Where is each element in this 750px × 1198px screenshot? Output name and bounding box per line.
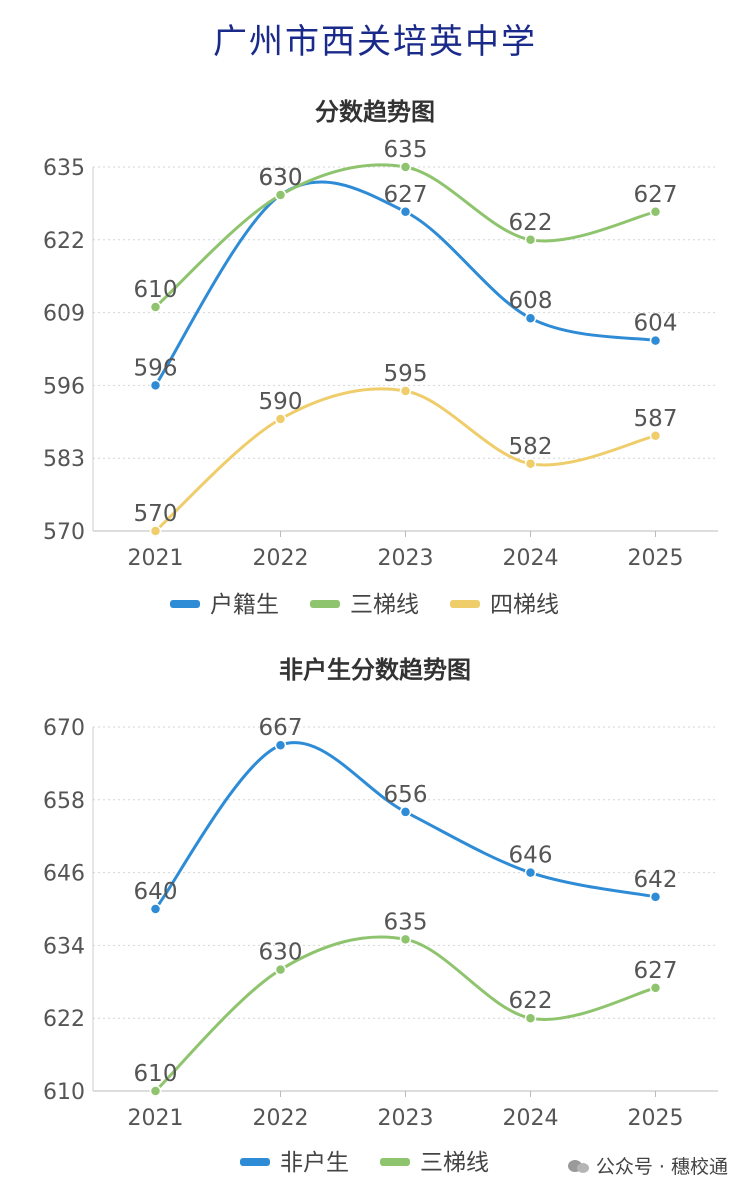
- x-tick-label: 2025: [628, 1106, 684, 1131]
- data-label: 642: [634, 867, 678, 893]
- legend-swatch: [170, 600, 200, 608]
- data-label: 630: [259, 165, 303, 191]
- data-label: 627: [634, 958, 678, 984]
- data-label: 596: [134, 355, 178, 381]
- y-tick-label: 610: [43, 1080, 85, 1105]
- y-tick-label: 622: [43, 1007, 85, 1032]
- y-tick-label: 646: [43, 862, 85, 887]
- data-label: 587: [634, 406, 678, 432]
- x-tick-label: 2022: [253, 1106, 309, 1131]
- data-point: [649, 206, 662, 218]
- legend-swatch: [380, 1158, 410, 1166]
- page-title: 广州市西关培英中学: [213, 22, 537, 62]
- data-point: [399, 385, 412, 397]
- data-label: 595: [384, 361, 428, 387]
- data-point: [274, 739, 287, 751]
- legend-swatch: [240, 1158, 270, 1166]
- y-tick-label: 622: [43, 229, 85, 254]
- data-point: [524, 1012, 537, 1024]
- data-point: [274, 963, 287, 976]
- data-point: [649, 982, 662, 994]
- data-label: 640: [134, 879, 178, 905]
- data-label: 656: [384, 782, 428, 808]
- series-line: [154, 387, 656, 533]
- x-tick-label: 2021: [128, 546, 184, 571]
- data-point: [524, 312, 537, 324]
- data-point: [649, 334, 662, 347]
- wechat-icon: [567, 1157, 590, 1175]
- data-label: 630: [259, 165, 303, 191]
- data-point: [524, 458, 537, 470]
- data-point: [649, 430, 662, 442]
- data-point: [399, 806, 412, 818]
- data-label: 627: [384, 182, 428, 208]
- data-label: 627: [634, 182, 678, 208]
- score-trend-chart: 分数趋势图 570 583 596 609 622 635 2021 2022 2023 2024 2…: [43, 98, 718, 618]
- chart-title: 非户生分数趋势图: [279, 656, 471, 684]
- data-label: 570: [134, 501, 178, 527]
- data-point: [149, 903, 162, 915]
- x-tick-label: 2022: [253, 546, 309, 571]
- series-line: [154, 741, 656, 910]
- data-point: [399, 161, 412, 173]
- data-point: [524, 234, 537, 246]
- chart-title: 分数趋势图: [315, 98, 435, 126]
- data-label: 635: [384, 909, 428, 935]
- non-local-score-trend-chart: 非户生分数趋势图 610 622 634 646 658 670 2021 2022 2023 20…: [43, 656, 718, 1176]
- data-label: 635: [384, 137, 428, 163]
- y-tick-label: 635: [43, 156, 85, 181]
- x-tick-label: 2024: [503, 546, 559, 571]
- data-label: 622: [509, 210, 553, 236]
- data-label: 630: [259, 940, 303, 966]
- data-point: [149, 379, 162, 392]
- x-tick-label: 2024: [503, 1106, 559, 1131]
- watermark: 公众号 · 穗校通: [567, 1152, 728, 1179]
- data-label: 667: [259, 715, 303, 741]
- data-point: [149, 1085, 162, 1097]
- x-tick-label: 2023: [378, 1106, 434, 1131]
- data-label: 610: [134, 1061, 178, 1087]
- watermark-text: 公众号 · 穗校通: [595, 1156, 728, 1178]
- legend-label: 户籍生: [210, 592, 279, 618]
- data-label: 604: [634, 311, 678, 337]
- y-tick-label: 609: [43, 302, 85, 327]
- data-label: 646: [509, 843, 553, 869]
- series-line: [154, 935, 656, 1093]
- x-tick-label: 2023: [378, 546, 434, 571]
- y-tick-label: 658: [43, 789, 85, 814]
- legend-label: 非户生: [280, 1150, 349, 1176]
- data-point: [524, 866, 537, 879]
- data-label: 608: [509, 288, 553, 314]
- y-tick-label: 634: [43, 934, 85, 959]
- x-tick-label: 2025: [628, 546, 684, 571]
- y-tick-label: 583: [43, 447, 85, 472]
- data-label: 610: [134, 277, 178, 303]
- legend-swatch: [450, 600, 480, 608]
- data-point: [274, 189, 287, 201]
- data-point: [649, 891, 662, 903]
- data-label: 622: [509, 988, 553, 1014]
- data-label: 582: [509, 434, 553, 460]
- legend-label: 三梯线: [420, 1150, 489, 1176]
- data-point: [149, 301, 162, 313]
- y-tick-label: 596: [43, 374, 85, 399]
- data-point: [149, 525, 162, 537]
- data-label: 590: [259, 389, 303, 415]
- x-tick-label: 2021: [128, 1106, 184, 1131]
- legend-label: 三梯线: [350, 592, 419, 618]
- data-point: [399, 933, 412, 946]
- y-tick-label: 570: [43, 520, 85, 545]
- legend-swatch: [310, 600, 340, 608]
- legend-label: 四梯线: [490, 592, 559, 618]
- data-point: [399, 206, 412, 218]
- data-point: [274, 413, 287, 425]
- y-tick-label: 670: [43, 716, 85, 741]
